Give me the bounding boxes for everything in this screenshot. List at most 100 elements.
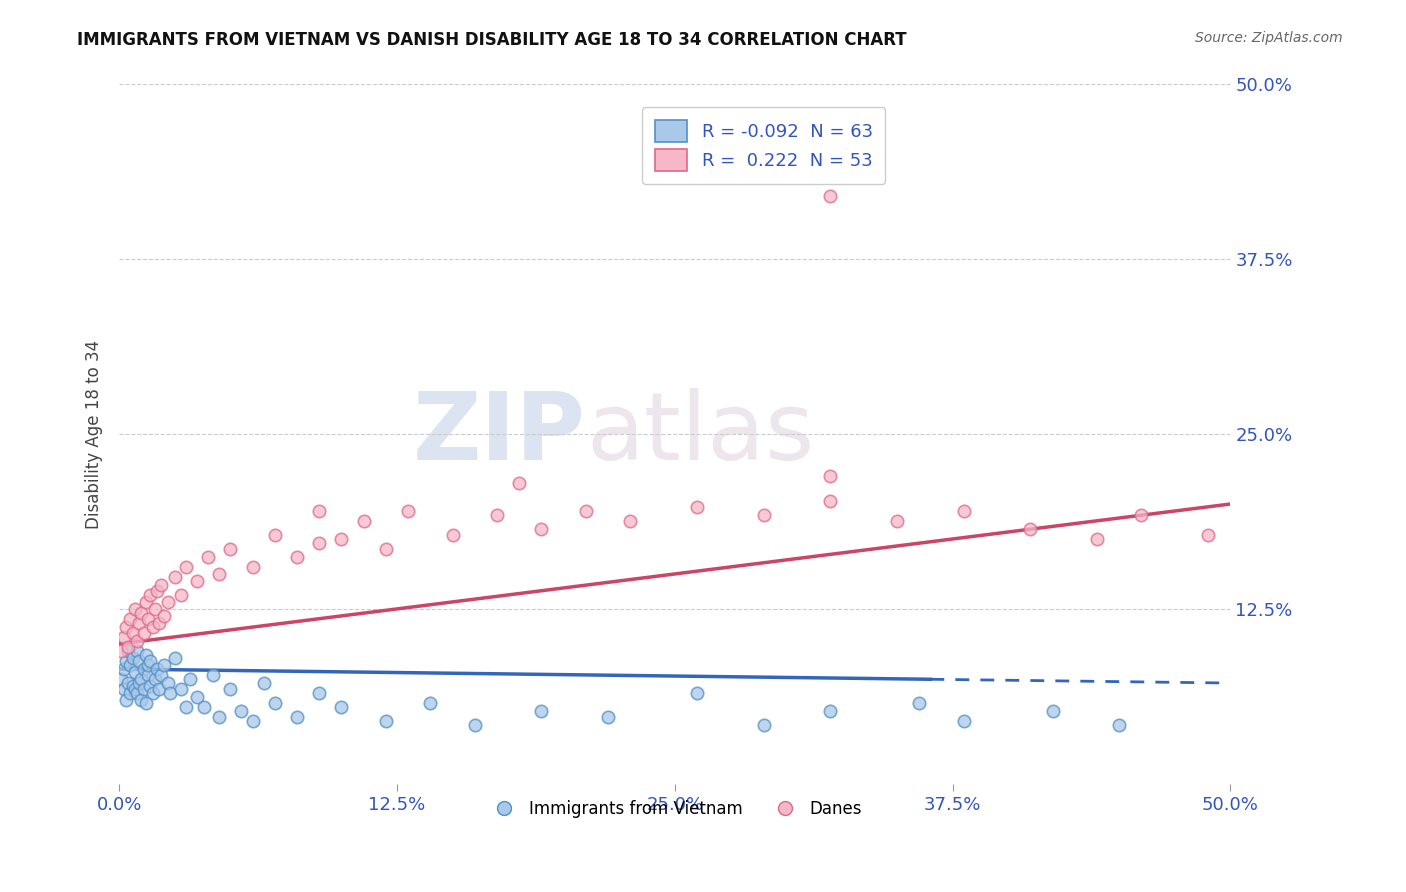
Point [170,681,193,696]
Point [150,667,173,681]
Point [139,588,162,602]
Point [285,550,308,565]
Point [1042,704,1064,718]
Point [1085,532,1108,546]
Point [115,620,138,634]
Point [125,644,148,658]
Point [121,679,143,693]
Point [208,709,231,723]
Point [441,528,464,542]
Point [308,504,330,518]
Text: atlas: atlas [586,388,814,480]
Point [193,699,215,714]
Point [886,514,908,528]
Point [174,560,197,574]
Point [598,709,620,723]
Point [136,612,159,626]
Point [131,606,153,620]
Point [132,681,155,696]
Point [115,654,138,668]
Point [285,709,308,723]
Point [112,662,135,676]
Point [135,696,157,710]
Point [219,541,242,556]
Point [125,686,148,700]
Point [112,630,135,644]
Point [1108,718,1130,732]
Point [132,662,155,676]
Point [148,681,170,696]
Point [1130,508,1153,523]
Point [148,615,170,630]
Point [464,718,486,732]
Point [752,718,775,732]
Point [128,676,150,690]
Point [128,615,150,630]
Point [374,714,396,728]
Point [128,654,150,668]
Point [146,662,169,676]
Point [110,644,132,658]
Point [112,681,135,696]
Point [219,681,242,696]
Point [208,566,231,581]
Point [136,667,159,681]
Point [117,640,139,654]
Text: IMMIGRANTS FROM VIETNAM VS DANISH DISABILITY AGE 18 TO 34 CORRELATION CHART: IMMIGRANTS FROM VIETNAM VS DANISH DISABI… [77,31,907,49]
Point [131,693,153,707]
Point [308,536,330,550]
Point [820,469,842,483]
Point [143,602,166,616]
Point [159,686,181,700]
Point [139,679,162,693]
Point [117,676,139,690]
Point [152,657,174,672]
Point [820,704,842,718]
Point [242,560,264,574]
Point [619,514,641,528]
Point [530,522,553,536]
Point [201,667,224,681]
Point [121,625,143,640]
Point [186,574,208,588]
Point [125,634,148,648]
Point [752,508,775,523]
Point [124,665,146,679]
Point [139,654,162,668]
Point [330,532,353,546]
Point [308,686,330,700]
Point [120,612,142,626]
Point [197,550,219,565]
Point [231,704,253,718]
Point [135,648,157,662]
Point [486,508,509,523]
Point [686,686,709,700]
Y-axis label: Disability Age 18 to 34: Disability Age 18 to 34 [86,340,103,529]
Point [908,696,931,710]
Point [170,588,193,602]
Point [530,704,553,718]
Point [124,681,146,696]
Point [186,690,208,704]
Point [179,672,201,686]
Point [1019,522,1042,536]
Point [163,570,186,584]
Point [120,657,142,672]
Point [152,608,174,623]
Point [686,500,709,514]
Point [353,514,375,528]
Point [120,686,142,700]
Point [136,657,159,672]
Point [508,476,530,491]
Point [575,504,598,518]
Text: Source: ZipAtlas.com: Source: ZipAtlas.com [1195,31,1343,45]
Point [1197,528,1219,542]
Point [132,625,155,640]
Point [115,693,138,707]
Point [142,686,165,700]
Point [820,189,842,203]
Point [121,651,143,665]
Point [135,595,157,609]
Point [263,696,285,710]
Point [117,644,139,658]
